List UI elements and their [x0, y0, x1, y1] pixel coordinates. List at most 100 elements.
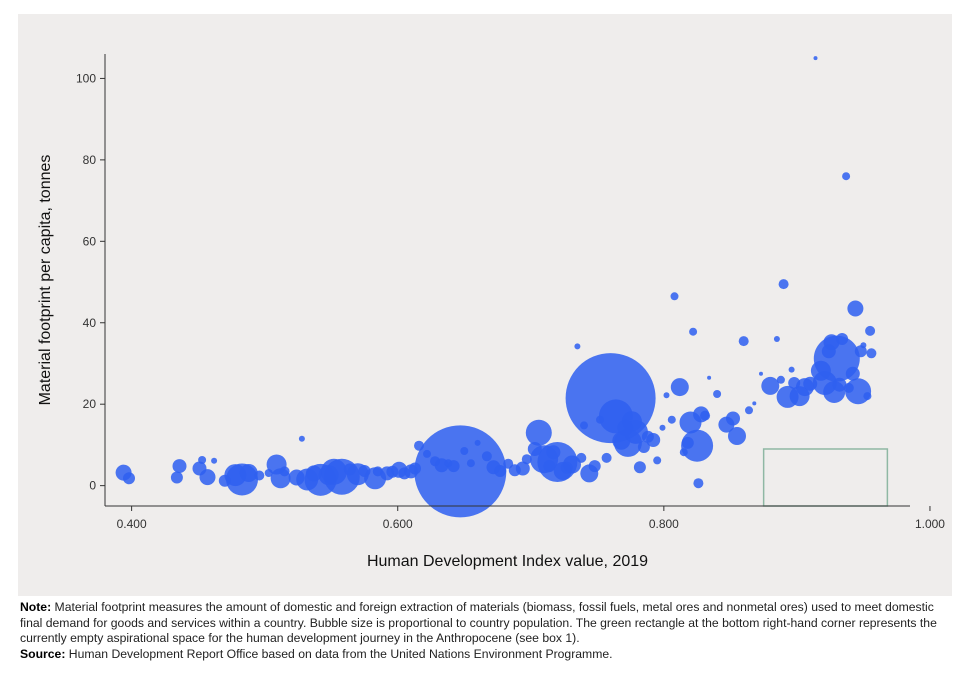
bubble-100	[745, 406, 753, 415]
bubble-49	[503, 458, 514, 469]
bubble-102	[759, 371, 763, 376]
source-label: Source:	[20, 646, 66, 661]
bubble-18	[298, 435, 305, 442]
bubble-42	[414, 425, 507, 518]
bubble-57	[546, 445, 561, 460]
bubble-37	[423, 449, 431, 458]
x-tick-label-0: 0.400	[117, 517, 147, 531]
bubble-48	[494, 465, 507, 477]
bubble-67	[596, 415, 604, 424]
bubble-52	[521, 454, 532, 465]
y-tick-label-0: 0	[89, 479, 96, 493]
bubble-45	[474, 439, 481, 446]
bubble-130	[865, 325, 876, 336]
bubble-94	[707, 375, 712, 380]
bubble-98	[728, 427, 746, 445]
bubble-80	[653, 456, 662, 465]
bubble-104	[773, 336, 780, 342]
bubble-81	[659, 424, 666, 431]
bubble-99	[738, 336, 749, 347]
bubble-33	[398, 467, 411, 480]
bubble-89	[689, 327, 698, 336]
bubble-85	[670, 378, 689, 397]
note-label: Note:	[20, 600, 52, 614]
aspirational-space-rectangle	[762, 448, 889, 507]
bubble-122	[842, 172, 851, 181]
bubble-77	[637, 441, 650, 453]
bubble-64	[580, 421, 588, 430]
bubble-86	[679, 448, 688, 457]
bubble-93	[700, 410, 711, 421]
bubble-83	[667, 415, 676, 424]
source-paragraph: Source: Human Development Report Office …	[20, 647, 954, 663]
bubble-78	[641, 430, 654, 443]
bubble-4	[192, 461, 207, 476]
bubble-84	[670, 292, 679, 301]
bubble-3	[172, 459, 187, 474]
y-axis-title: Material footprint per capita, tonnes	[37, 155, 54, 406]
bubble-114	[810, 360, 831, 381]
bubble-113	[813, 56, 818, 61]
bubble-95	[713, 390, 722, 398]
bubble-5	[198, 456, 207, 464]
bubble-109	[788, 377, 801, 389]
bubble-27	[358, 465, 371, 477]
bubble-125	[847, 300, 864, 317]
bubble-120	[832, 377, 847, 392]
bubble-31	[386, 465, 399, 478]
chart-notes: Note: Material footprint measures the am…	[20, 600, 954, 662]
x-tick-label-1: 0.600	[383, 517, 413, 531]
bubble-8	[218, 474, 231, 487]
bubble-7	[211, 457, 218, 464]
bubble-124	[845, 366, 860, 381]
bubble-87	[681, 436, 694, 449]
bubble-35	[409, 462, 421, 475]
bubble-chart: 0 20 40 60 80 100 0.400 0.600 0.800 1.000 Human D…	[37, 54, 945, 570]
bubble-layer	[115, 56, 877, 518]
bubble-38	[430, 456, 440, 467]
bubble-60	[560, 461, 573, 474]
x-tick-label-2: 0.800	[649, 517, 679, 531]
bubble-76	[633, 461, 646, 474]
bubble-101	[752, 401, 757, 406]
bubble-127	[854, 345, 867, 358]
bubble-12	[254, 470, 265, 481]
x-tick-label-3: 1.000	[915, 517, 945, 531]
bubble-13	[264, 469, 273, 477]
bubble-56	[543, 460, 556, 473]
bubble-108	[788, 366, 795, 373]
bubble-71	[612, 431, 631, 450]
bubble-54	[525, 419, 552, 446]
aspirational-box-layer	[762, 448, 889, 507]
chart-panel: 0 20 40 60 80 100 0.400 0.600 0.800 1.000 Human D…	[18, 14, 952, 596]
bubble-43	[460, 447, 469, 455]
bubble-44	[466, 459, 475, 468]
bubble-36	[414, 440, 424, 451]
y-tick-label-1: 20	[83, 397, 97, 411]
y-tick-label-3: 60	[83, 234, 97, 248]
bubble-91	[693, 478, 704, 489]
bubble-2	[170, 471, 183, 484]
bubble-121	[836, 333, 849, 345]
bubble-116	[821, 344, 836, 359]
y-tick-label-4: 80	[83, 153, 97, 167]
bubble-16	[279, 466, 290, 477]
note-text: Material footprint measures the amount o…	[20, 600, 937, 646]
source-text: Human Development Report Office based on…	[65, 646, 613, 661]
axes-layer: 0 20 40 60 80 100 0.400 0.600 0.800 1.000	[76, 54, 945, 531]
bubble-82	[663, 392, 670, 399]
bubble-66	[588, 460, 601, 473]
bubble-68	[601, 452, 612, 463]
note-paragraph: Note: Material footprint measures the am…	[20, 600, 954, 647]
bubble-29	[372, 466, 383, 477]
bubble-128	[860, 342, 867, 349]
bubble-129	[863, 392, 872, 401]
bubble-106	[778, 279, 789, 290]
bubble-123	[843, 382, 854, 393]
bubble-72	[617, 419, 634, 436]
bubble-131	[866, 348, 877, 359]
bubble-11	[239, 464, 258, 482]
y-tick-label-2: 40	[83, 316, 97, 330]
bubble-46	[481, 451, 492, 462]
bubble-62	[574, 343, 581, 350]
